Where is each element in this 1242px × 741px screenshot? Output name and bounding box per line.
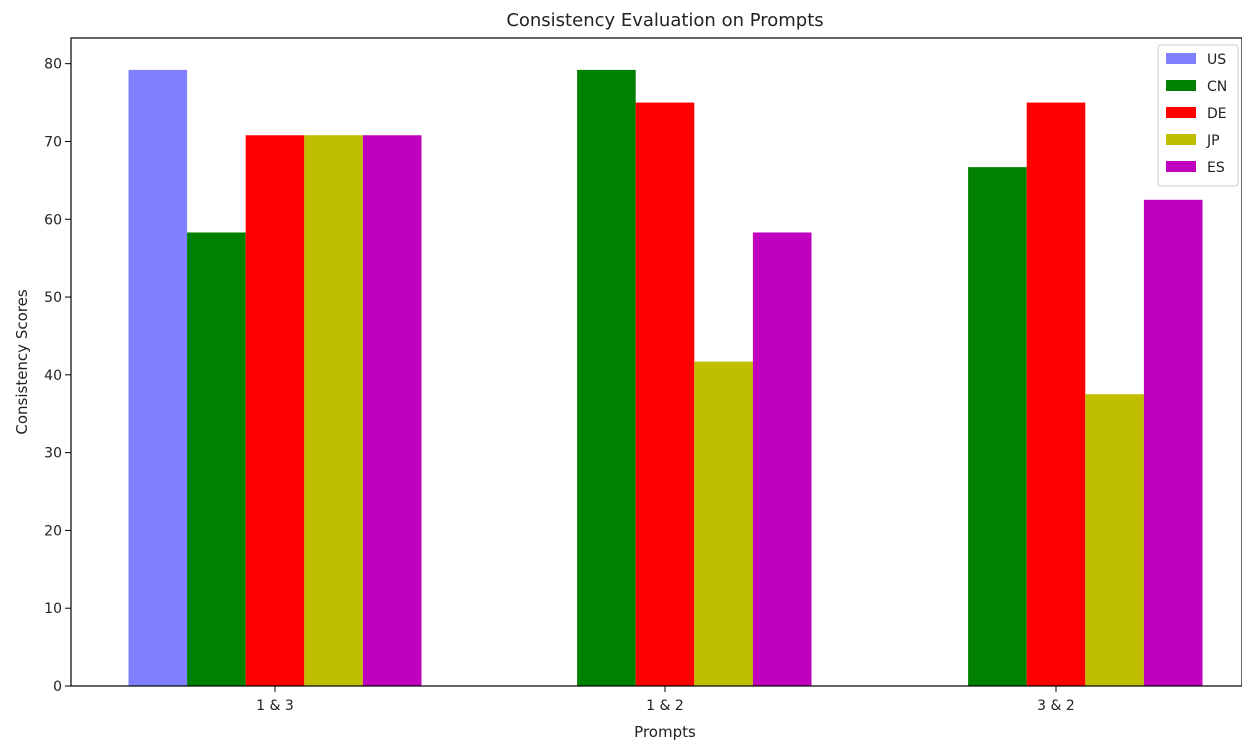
bar-cn-2 — [577, 69, 636, 686]
y-tick-label: 50 — [44, 290, 62, 306]
bar-us-1 — [128, 69, 188, 686]
y-tick-label: 30 — [44, 446, 62, 462]
bar-de-3 — [1026, 102, 1086, 686]
bar-es-1 — [362, 135, 422, 687]
bar-jp-2 — [694, 361, 753, 686]
y-tick-label: 60 — [44, 212, 62, 228]
legend-swatch-jp — [1166, 134, 1196, 145]
legend-swatch-cn — [1166, 80, 1196, 91]
x-axis-label: Prompts — [634, 723, 696, 741]
axis-layer: 0 10 20 30 40 50 60 70 80 1 & 3 1 & 2 3 & 2 — [44, 57, 1075, 714]
x-tick-label: 3 & 2 — [1037, 698, 1075, 714]
bar-cn-1 — [187, 232, 246, 687]
bar-jp-3 — [1085, 394, 1144, 686]
legend-label-es: ES — [1207, 160, 1225, 176]
y-tick-label: 70 — [44, 134, 62, 150]
bar-de-2 — [635, 102, 695, 686]
x-tick-label: 1 & 2 — [646, 698, 684, 714]
bar-es-2 — [752, 232, 812, 687]
y-tick-label: 20 — [44, 523, 62, 539]
y-axis-label: Consistency Scores — [13, 289, 31, 434]
legend-swatch-us — [1166, 53, 1196, 64]
plot-frame — [70, 37, 1242, 687]
y-tick-label: 10 — [44, 601, 62, 617]
legend-label-us: US — [1207, 52, 1226, 68]
y-tick-label: 0 — [53, 679, 62, 695]
legend-label-cn: CN — [1207, 79, 1227, 95]
chart-title: Consistency Evaluation on Prompts — [506, 10, 823, 31]
bars-layer — [128, 69, 1203, 687]
y-tick-label: 40 — [44, 368, 62, 384]
bar-es-3 — [1143, 199, 1203, 686]
legend-swatch-es — [1166, 161, 1196, 172]
x-tick-label: 1 & 3 — [256, 698, 294, 714]
y-tick-label: 80 — [44, 57, 62, 73]
legend-label-jp: JP — [1206, 133, 1220, 149]
legend-swatch-de — [1166, 107, 1196, 118]
bar-jp-1 — [304, 135, 363, 687]
legend-label-de: DE — [1207, 106, 1227, 122]
bar-cn-3 — [968, 167, 1027, 686]
legend: US CN DE JP ES — [1157, 44, 1239, 187]
bar-de-1 — [245, 135, 305, 687]
